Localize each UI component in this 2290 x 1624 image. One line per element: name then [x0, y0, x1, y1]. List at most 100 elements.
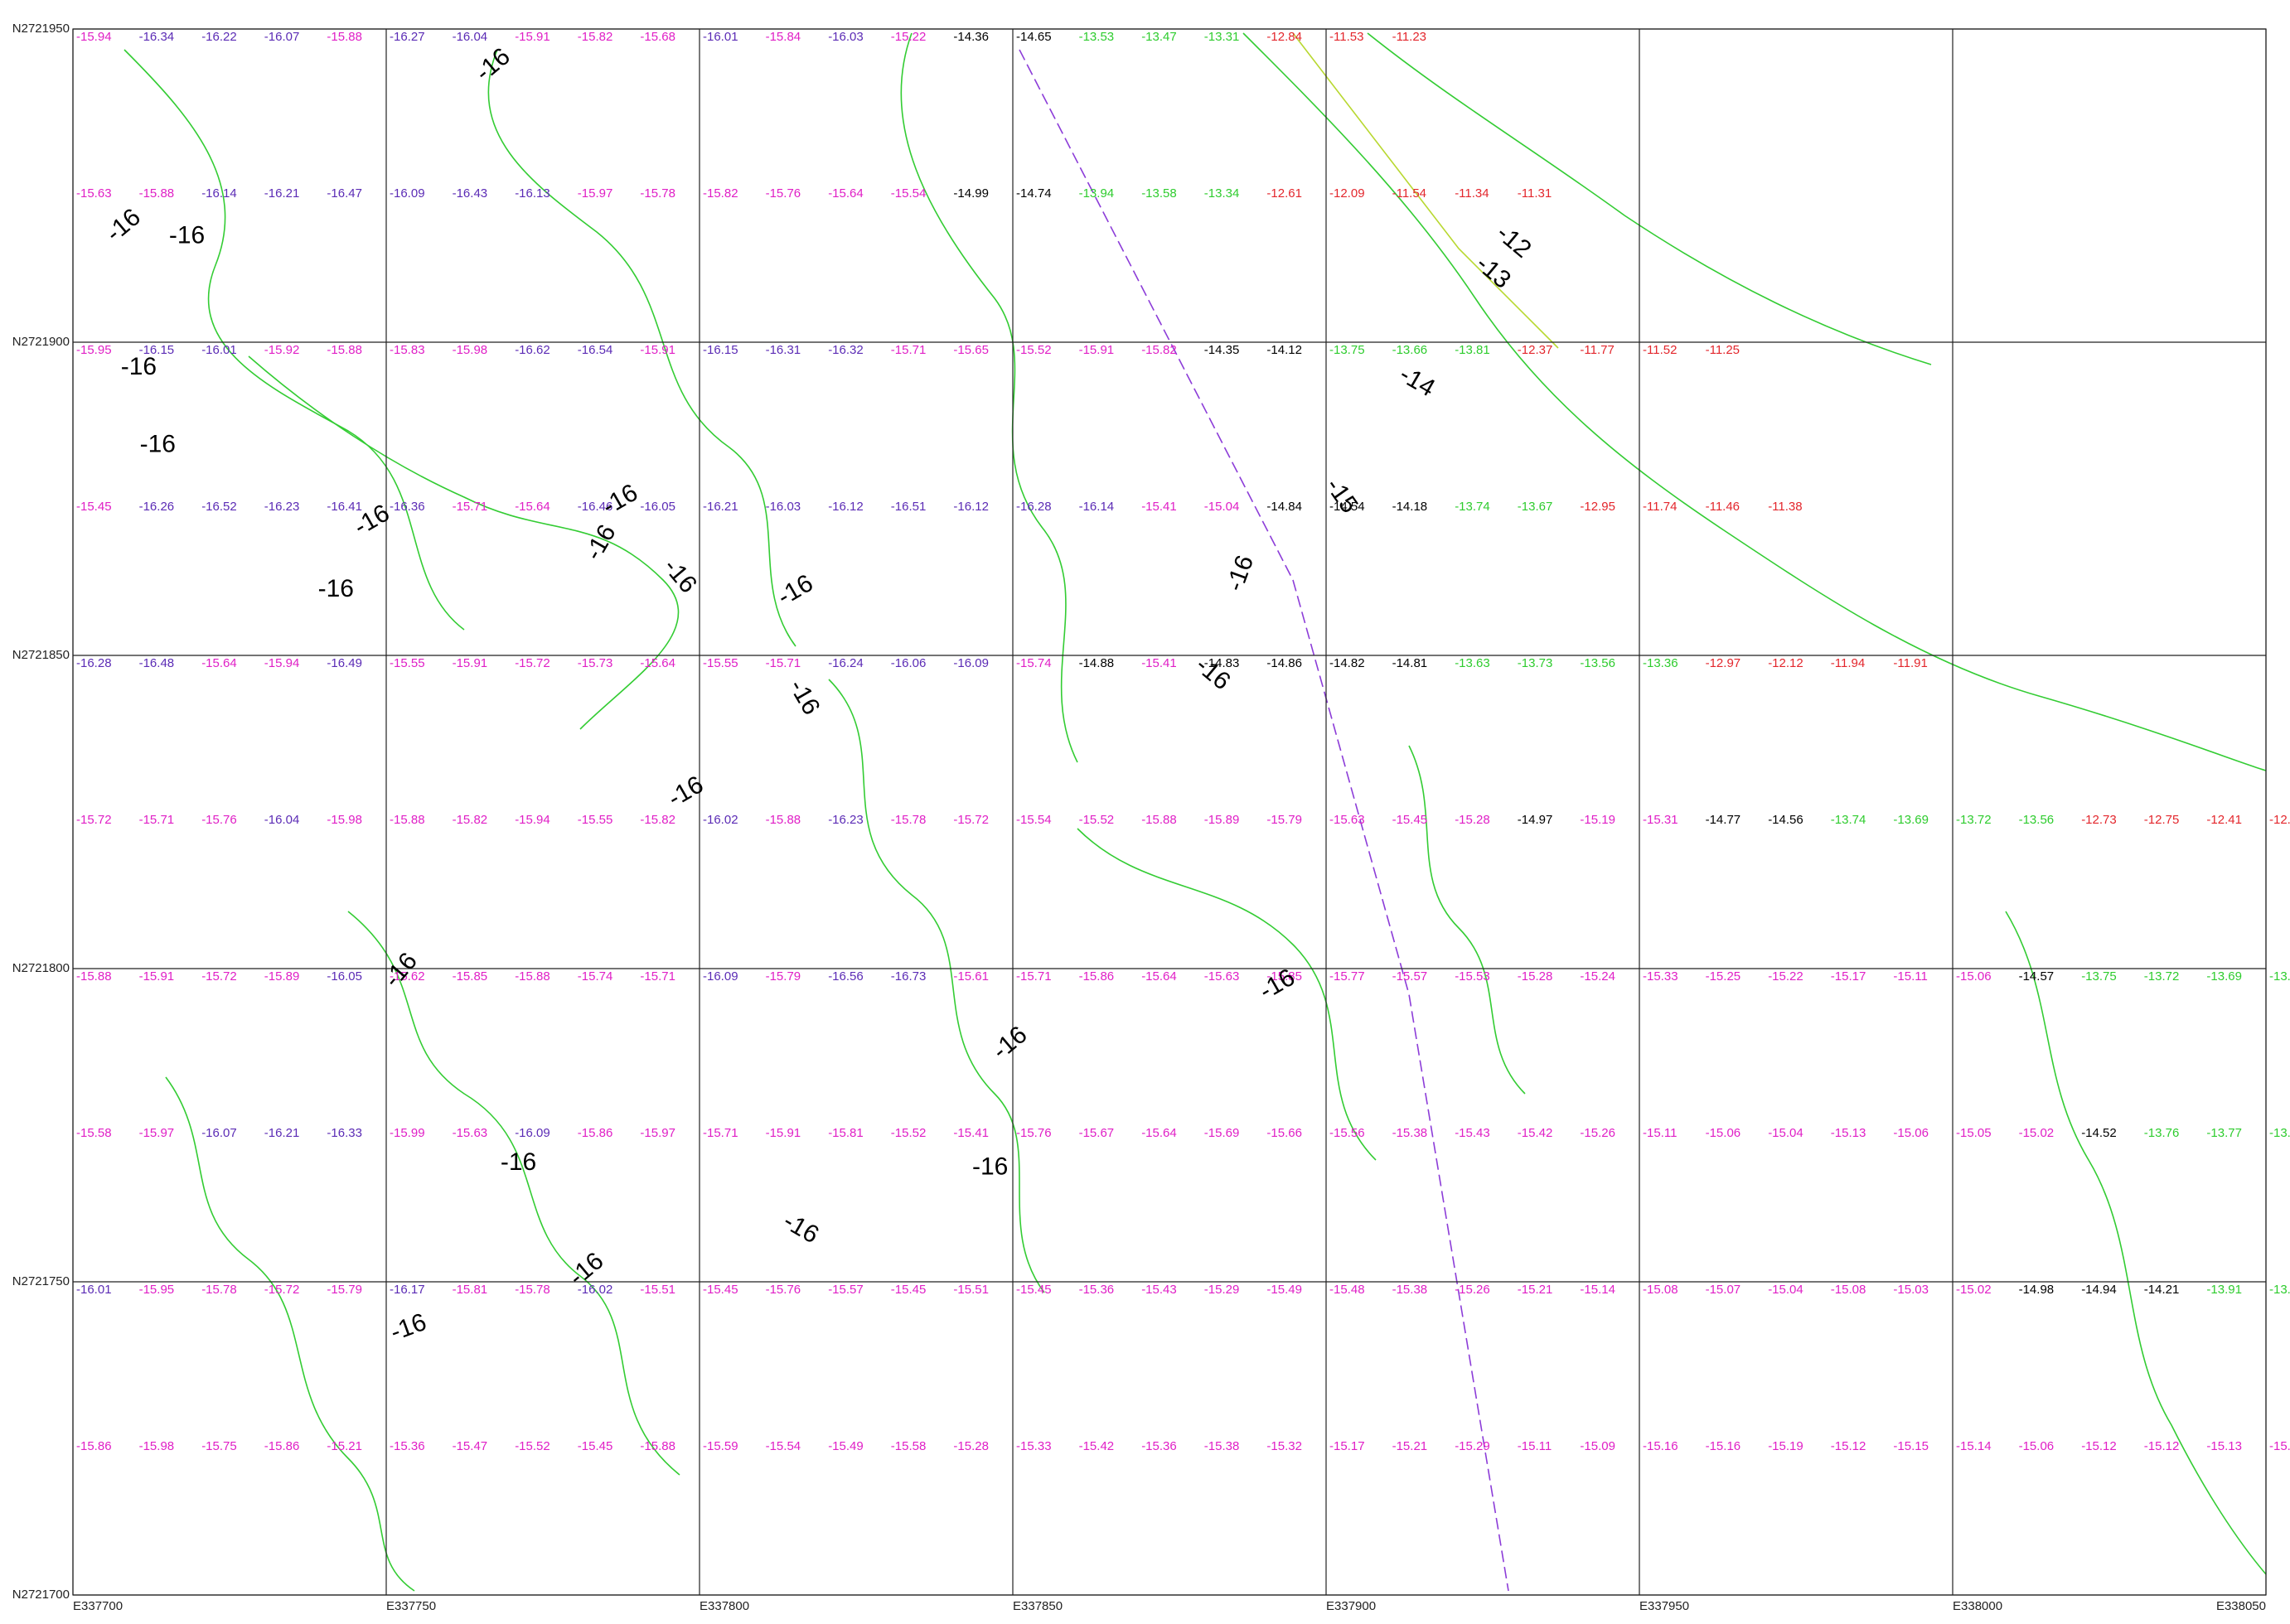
- sounding: -16.01: [201, 343, 237, 357]
- sounding: -16.27: [390, 30, 425, 44]
- sounding: -15.15: [1893, 1439, 1929, 1453]
- sounding: -11.54: [1392, 186, 1426, 201]
- sounding: -15.91: [139, 969, 175, 984]
- sounding: -14.52: [2081, 1126, 2117, 1140]
- sounding: -16.12: [828, 500, 864, 514]
- sounding: -15.99: [390, 1126, 425, 1140]
- sounding: -11.53: [1329, 30, 1363, 44]
- easting-label: E337800: [700, 1599, 749, 1613]
- easting-label: E337950: [1639, 1599, 1689, 1613]
- easting-label: E338050: [2216, 1599, 2266, 1613]
- sounding: -16.52: [201, 500, 237, 514]
- sounding: -15.45: [1016, 1283, 1052, 1297]
- sounding: -15.47: [453, 1439, 488, 1453]
- sounding: -15.66: [1266, 1126, 1302, 1140]
- sounding: -15.36: [1141, 1439, 1177, 1453]
- sounding: -15.63: [76, 186, 112, 201]
- sounding: -14.57: [2019, 969, 2055, 984]
- sounding: -16.73: [891, 969, 927, 984]
- sounding: -15.56: [1329, 1126, 1365, 1140]
- sounding: -11.34: [1455, 186, 1489, 201]
- sounding: -11.31: [1518, 186, 1552, 201]
- sounding: -15.14: [2269, 1439, 2290, 1453]
- sounding: -15.33: [1016, 1439, 1052, 1453]
- sounding: -15.79: [1266, 813, 1302, 827]
- sounding: -12.75: [2144, 813, 2180, 827]
- sounding: -15.88: [139, 186, 175, 201]
- sounding: -15.52: [1016, 343, 1052, 357]
- sounding: -12.37: [1518, 343, 1553, 357]
- sounding: -15.92: [264, 343, 300, 357]
- contour-line: [900, 32, 1078, 763]
- sounding: -15.54: [766, 1439, 801, 1453]
- sounding: -16.23: [828, 813, 864, 827]
- sounding: -15.78: [201, 1283, 237, 1297]
- sounding: -15.69: [1204, 1126, 1240, 1140]
- sounding: -14.88: [1079, 656, 1115, 670]
- sounding: -11.52: [1643, 343, 1677, 357]
- sounding: -15.49: [828, 1439, 864, 1453]
- sounding: -15.82: [703, 186, 738, 201]
- sounding: -15.71: [1016, 969, 1052, 984]
- sounding: -15.12: [2144, 1439, 2180, 1453]
- contour-label: -16: [140, 430, 176, 457]
- contour-label: -16: [972, 1153, 1008, 1181]
- sounding: -16.21: [703, 500, 738, 514]
- sounding: -15.42: [1518, 1126, 1553, 1140]
- sounding: -12.97: [1706, 656, 1741, 670]
- sounding: -15.36: [390, 1439, 425, 1453]
- sounding: -15.57: [828, 1283, 864, 1297]
- sounding: -16.02: [578, 1283, 613, 1297]
- northing-label: N2721950: [12, 22, 70, 36]
- sounding: -15.64: [640, 656, 675, 670]
- sounding: -12.09: [1329, 186, 1365, 201]
- sounding: -16.09: [390, 186, 425, 201]
- sounding: -14.84: [1266, 500, 1302, 514]
- sounding: -16.54: [578, 343, 613, 357]
- sounding: -15.62: [390, 969, 425, 984]
- sounding: -15.58: [76, 1126, 112, 1140]
- sounding: -15.45: [578, 1439, 613, 1453]
- sounding: -16.07: [201, 1126, 237, 1140]
- sounding: -16.48: [139, 656, 175, 670]
- sounding: -15.45: [891, 1283, 927, 1297]
- sounding: -15.24: [1580, 969, 1615, 984]
- northing-label: N2721900: [12, 335, 70, 349]
- sounding: -15.72: [76, 813, 112, 827]
- contour-line: [828, 679, 1045, 1293]
- sounding: -15.06: [1956, 969, 1992, 984]
- sounding: -15.97: [139, 1126, 175, 1140]
- sounding: -15.71: [640, 969, 675, 984]
- sounding: -15.54: [1016, 813, 1052, 827]
- boundary-line: [1292, 32, 1559, 349]
- sounding: -15.88: [327, 30, 362, 44]
- sounding: -15.26: [1580, 1126, 1615, 1140]
- sounding: -13.56: [1580, 656, 1615, 670]
- sounding: -15.28: [1455, 813, 1490, 827]
- sounding: -16.31: [766, 343, 801, 357]
- sounding: -15.38: [1392, 1283, 1428, 1297]
- sounding: -14.82: [1329, 656, 1365, 670]
- sounding: -15.12: [1831, 1439, 1866, 1453]
- sounding: -11.77: [1580, 343, 1614, 357]
- sounding: -15.91: [515, 30, 550, 44]
- sounding: -15.82: [453, 813, 488, 827]
- soundings: -15.94 -16.34 -16.22 -16.07 -15.88 -16.27 -16.…: [76, 30, 2290, 1453]
- sounding: -15.25: [1706, 969, 1741, 984]
- grid: [72, 28, 2267, 1596]
- northing-label: N2721750: [12, 1274, 70, 1288]
- contour-line: [123, 49, 465, 631]
- contour-line: [1367, 32, 1932, 365]
- sounding: -15.45: [1392, 813, 1428, 827]
- boundary-line: [1019, 49, 1509, 1592]
- sounding: -14.81: [1392, 656, 1428, 670]
- sounding: -15.76: [201, 813, 237, 827]
- contour-label: -16: [501, 1148, 536, 1176]
- sounding: -13.77: [2206, 1126, 2242, 1140]
- sounding: -15.73: [578, 656, 613, 670]
- sounding: -15.17: [1329, 1439, 1365, 1453]
- sounding: -16.12: [953, 500, 989, 514]
- sounding: -14.74: [1016, 186, 1052, 201]
- sounding: -11.38: [1768, 500, 1802, 514]
